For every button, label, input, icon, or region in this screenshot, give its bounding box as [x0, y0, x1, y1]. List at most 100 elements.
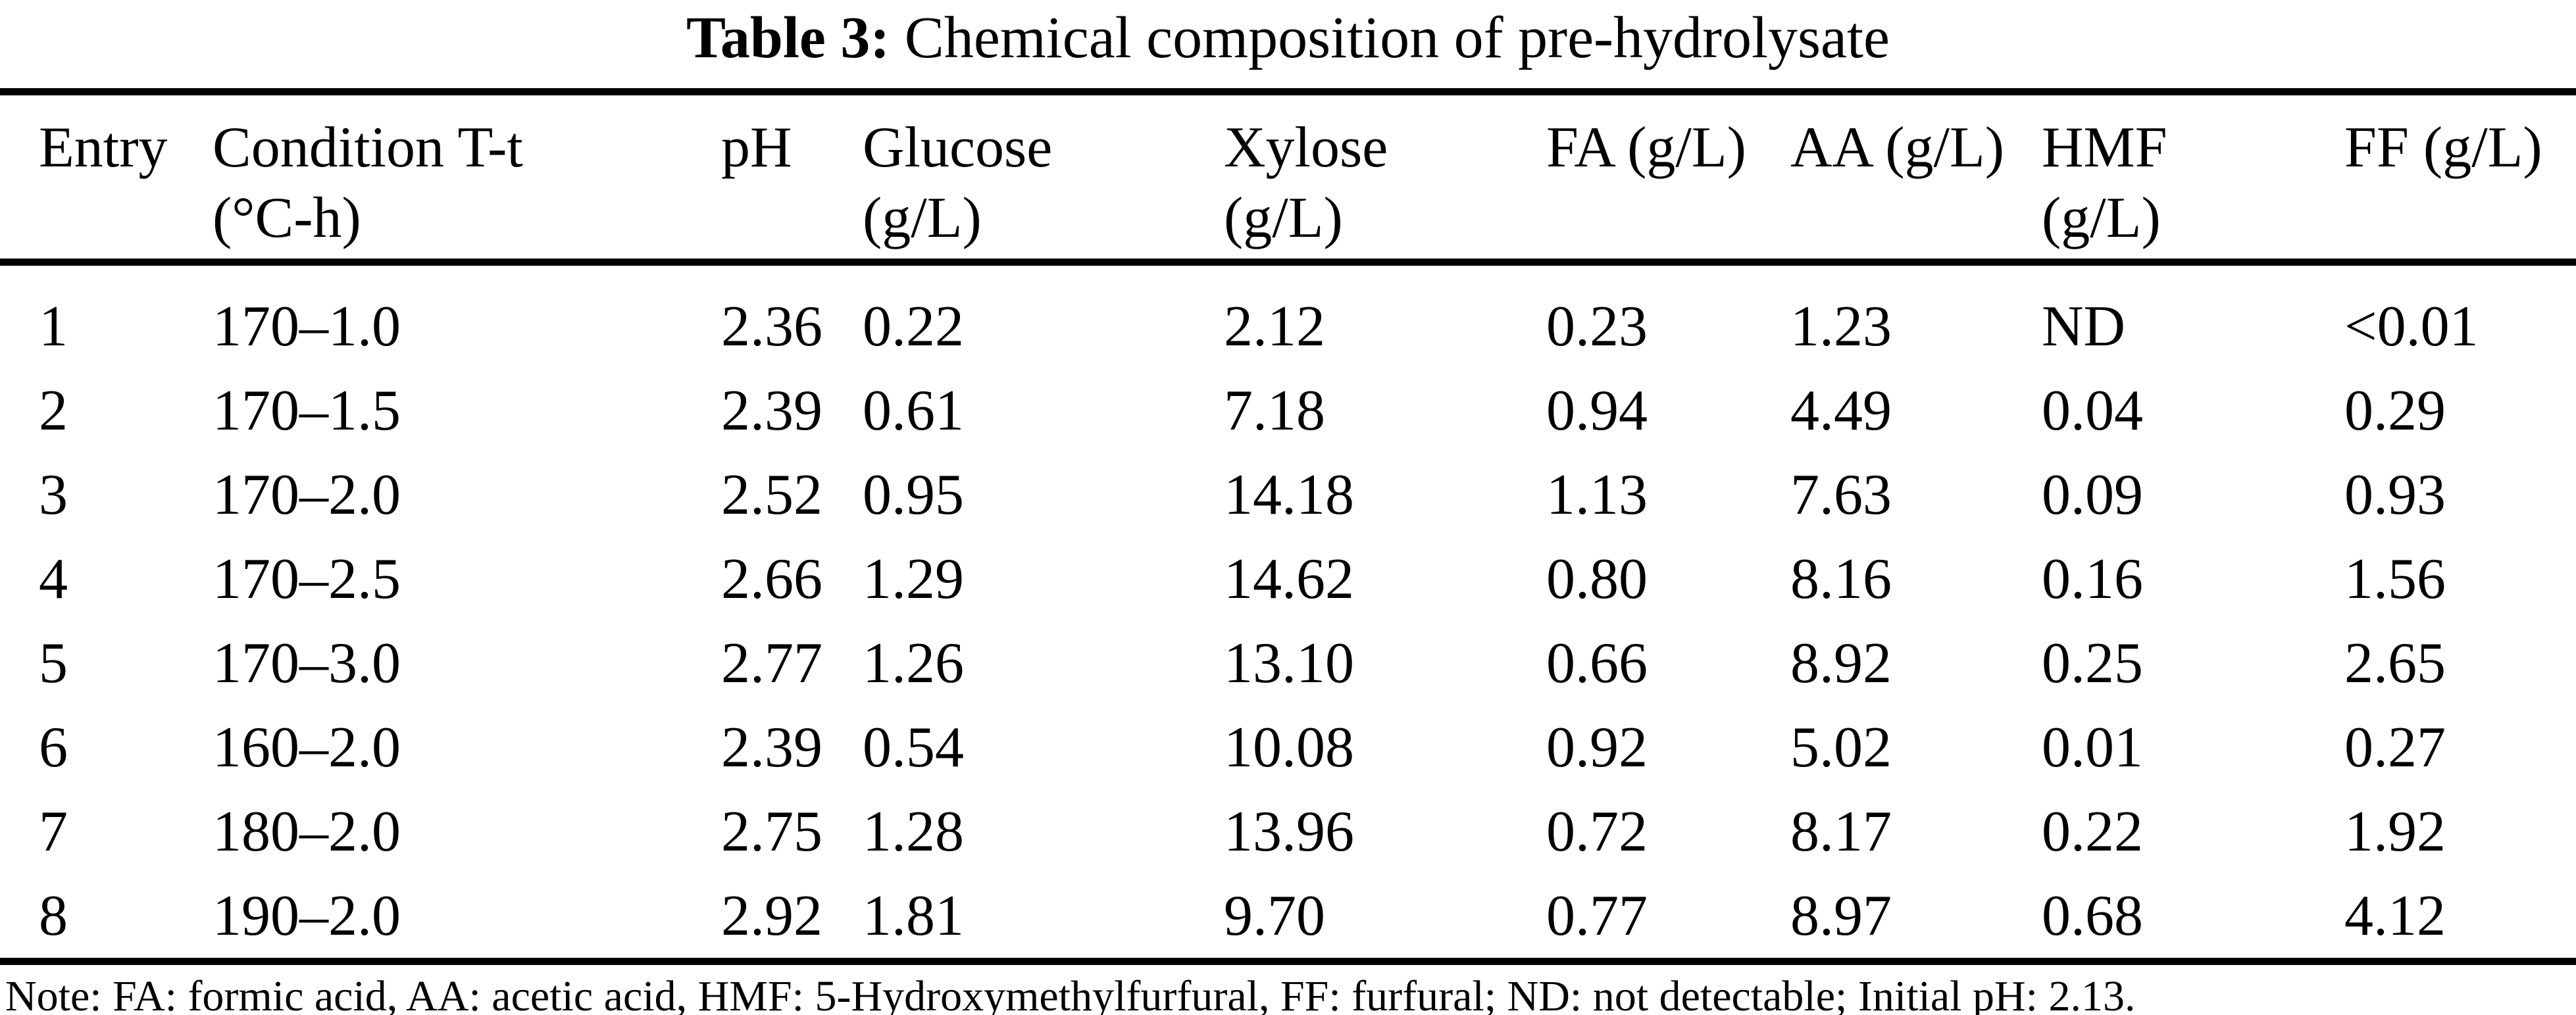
table-cell: 8.17 — [1790, 799, 1892, 864]
table-row: 4 170–2.5 2.66 1.29 14.62 0.80 8.16 0.16 1.56 — [0, 537, 2576, 621]
table-cell: 1.28 — [863, 799, 964, 864]
column-header: Xylose (g/L) — [1224, 91, 1546, 262]
column-header-line2: (g/L) — [1224, 186, 1343, 250]
table-caption-text: Chemical composition of pre-hydrolysate — [904, 5, 1890, 70]
table-cell: 2.75 — [721, 799, 822, 864]
table-cell: 10.08 — [1224, 715, 1354, 780]
table-cell: <0.01 — [2344, 294, 2479, 359]
column-header: FF (g/L) — [2344, 91, 2576, 262]
table-cell: 13.96 — [1224, 799, 1354, 864]
table-header: Entry Condition T-t (°C-h) pH Glucose (g/L) Xy… — [0, 91, 2576, 262]
table-cell: 170–1.5 — [213, 378, 401, 443]
column-header-line1: Xylose — [1224, 115, 1388, 180]
table-row: 5 170–3.0 2.77 1.26 13.10 0.66 8.92 0.25 2.65 — [0, 621, 2576, 705]
column-header-line1: Glucose — [863, 115, 1053, 180]
table-cell: 0.25 — [2042, 631, 2143, 695]
table-cell: 0.23 — [1546, 294, 1648, 359]
table-cell: 0.54 — [863, 715, 964, 780]
table-cell: 1.81 — [863, 883, 964, 948]
table-cell: 2.39 — [721, 378, 822, 443]
table-caption-label: Table 3: — [686, 5, 890, 70]
table-cell: 2.92 — [721, 883, 822, 948]
table-cell: 170–2.5 — [213, 547, 401, 611]
table-cell: 7 — [39, 799, 68, 864]
column-header-line1: HMF — [2042, 115, 2167, 180]
table-cell: 0.68 — [2042, 883, 2143, 948]
table-cell: 0.77 — [1546, 883, 1648, 948]
table-cell: 2.66 — [721, 547, 822, 611]
table-cell: 2.36 — [721, 294, 822, 359]
column-header-line2: (g/L) — [2042, 186, 2161, 250]
table-cell: 190–2.0 — [213, 883, 401, 948]
table-cell: 1 — [39, 294, 68, 359]
column-header-line1: FA (g/L) — [1546, 115, 1746, 180]
table-cell: 8 — [39, 883, 68, 948]
table-cell: 8.97 — [1790, 883, 1892, 948]
table-cell: 170–2.0 — [213, 462, 401, 527]
table-cell: 4.49 — [1790, 378, 1892, 443]
column-header: Entry — [0, 91, 213, 262]
column-header: Condition T-t (°C-h) — [213, 91, 721, 262]
table-cell: 14.18 — [1224, 462, 1354, 527]
table-cell: 180–2.0 — [213, 799, 401, 864]
table-cell: 4.12 — [2344, 883, 2446, 948]
column-header: Glucose (g/L) — [863, 91, 1224, 262]
table-cell: 0.29 — [2344, 378, 2446, 443]
table-cell: 13.10 — [1224, 631, 1354, 695]
table-cell: 1.29 — [863, 547, 964, 611]
table-cell: 8.92 — [1790, 631, 1892, 695]
table-row: 6 160–2.0 2.39 0.54 10.08 0.92 5.02 0.01 0.27 — [0, 705, 2576, 789]
table-body: 1 170–1.0 2.36 0.22 2.12 0.23 1.23 ND <0.01 2 170–… — [0, 262, 2576, 962]
table-cell: 1.23 — [1790, 294, 1892, 359]
chemical-composition-table: Entry Condition T-t (°C-h) pH Glucose (g/L) Xy… — [0, 87, 2576, 966]
table-row: 1 170–1.0 2.36 0.22 2.12 0.23 1.23 ND <0.01 — [0, 262, 2576, 369]
column-header: pH — [721, 91, 863, 262]
table-cell: 1.26 — [863, 631, 964, 695]
table-cell: 7.18 — [1224, 378, 1325, 443]
table-cell: 170–1.0 — [213, 294, 401, 359]
column-header-line1: AA (g/L) — [1790, 115, 2005, 180]
table-row: 8 190–2.0 2.92 1.81 9.70 0.77 8.97 0.68 4.12 — [0, 874, 2576, 962]
table-cell: 0.80 — [1546, 547, 1648, 611]
table-cell: 0.72 — [1546, 799, 1648, 864]
column-header-line1: Condition T-t — [213, 115, 523, 180]
table-cell: 0.22 — [2042, 799, 2143, 864]
column-header: FA (g/L) — [1546, 91, 1790, 262]
table-cell: 0.66 — [1546, 631, 1648, 695]
table-cell: 5 — [39, 631, 68, 695]
table-cell: ND — [2042, 294, 2126, 359]
table-cell: 2 — [39, 378, 68, 443]
table-cell: 160–2.0 — [213, 715, 401, 780]
table-cell: 2.12 — [1224, 294, 1325, 359]
table-cell: 0.94 — [1546, 378, 1648, 443]
table-cell: 6 — [39, 715, 68, 780]
table-row: 3 170–2.0 2.52 0.95 14.18 1.13 7.63 0.09 0.93 — [0, 453, 2576, 537]
table-cell: 0.93 — [2344, 462, 2446, 527]
column-header-line1: FF (g/L) — [2344, 115, 2542, 180]
table-cell: 0.61 — [863, 378, 964, 443]
table-cell: 2.39 — [721, 715, 822, 780]
table-cell: 9.70 — [1224, 883, 1325, 948]
table-cell: 2.77 — [721, 631, 822, 695]
table-cell: 0.22 — [863, 294, 964, 359]
table-cell: 0.04 — [2042, 378, 2143, 443]
table-cell: 4 — [39, 547, 68, 611]
column-header: HMF (g/L) — [2042, 91, 2344, 262]
column-header: AA (g/L) — [1790, 91, 2042, 262]
table-cell: 2.52 — [721, 462, 822, 527]
column-header-line2: (°C-h) — [213, 186, 361, 250]
table-cell: 170–3.0 — [213, 631, 401, 695]
table-cell: 0.92 — [1546, 715, 1648, 780]
table-cell: 7.63 — [1790, 462, 1892, 527]
column-header-line1: pH — [721, 115, 792, 180]
table-cell: 0.09 — [2042, 462, 2143, 527]
table-row: 2 170–1.5 2.39 0.61 7.18 0.94 4.49 0.04 0.29 — [0, 368, 2576, 453]
table-caption: Table 3: Chemical composition of pre-hyd… — [0, 0, 2576, 72]
table-cell: 1.13 — [1546, 462, 1648, 527]
table-cell: 3 — [39, 462, 68, 527]
table-cell: 0.27 — [2344, 715, 2446, 780]
table-cell: 0.95 — [863, 462, 964, 527]
column-header-line2: (g/L) — [863, 186, 982, 250]
table-row: 7 180–2.0 2.75 1.28 13.96 0.72 8.17 0.22 1.92 — [0, 789, 2576, 874]
